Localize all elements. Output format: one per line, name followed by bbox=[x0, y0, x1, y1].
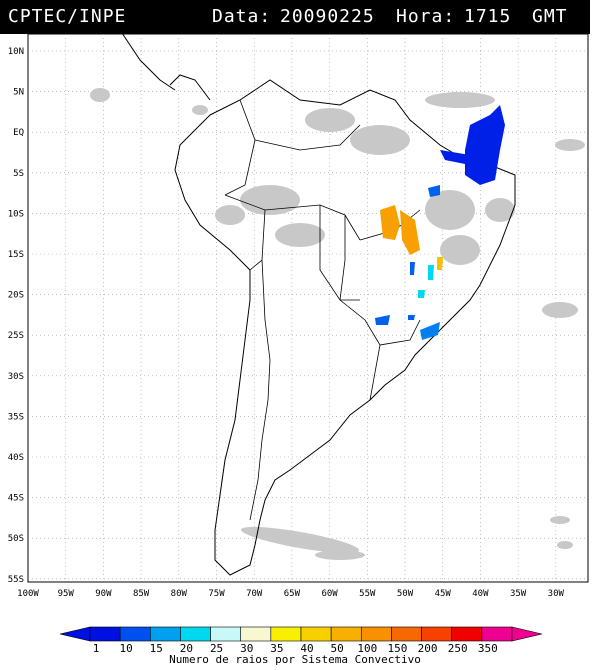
longitude-labels: 100W 95W 90W 85W 80W 75W 70W 65W 60W 55W 50W 45W 40W… bbox=[17, 589, 564, 599]
colorbar-arrow-right bbox=[511, 626, 543, 642]
lat-label: 15S bbox=[8, 250, 24, 260]
lon-label: 85W bbox=[133, 589, 150, 599]
colorbar-cell bbox=[421, 626, 453, 642]
lat-label: 10S bbox=[8, 209, 24, 219]
colorbar-cell bbox=[451, 626, 483, 642]
title-bar: CPTEC/INPE Data: 20090225 Hora: 1715 GMT bbox=[0, 0, 590, 34]
lat-label: 10N bbox=[8, 47, 24, 57]
lat-label: 35S bbox=[8, 412, 24, 422]
colorbar: 1 10 15 20 25 30 35 40 50 100 150 200 250 350 bbox=[59, 626, 543, 654]
lat-lon-grid bbox=[28, 34, 588, 582]
colorbar-cell bbox=[210, 626, 242, 642]
colorbar-cell bbox=[300, 626, 332, 642]
colorbar-tick: 15 bbox=[150, 642, 163, 654]
date-value: 20090225 bbox=[280, 6, 375, 27]
colorbar-arrow-left bbox=[59, 626, 91, 642]
time-label: Hora: bbox=[396, 6, 456, 27]
time-value: 1715 bbox=[464, 6, 512, 27]
lon-label: 65W bbox=[284, 589, 301, 599]
colorbar-tick: 150 bbox=[387, 642, 407, 654]
lat-label: 20S bbox=[8, 291, 24, 301]
colorbar-cell bbox=[270, 626, 302, 642]
colorbar-cell bbox=[149, 626, 181, 642]
lon-label: 35W bbox=[510, 589, 527, 599]
colorbar-tick: 250 bbox=[448, 642, 468, 654]
colorbar-cell bbox=[391, 626, 422, 642]
colorbar-title: Numero de raios por Sistema Convectivo bbox=[169, 653, 421, 666]
lightning-map: 10N5NEQ5S10S15S20S25S30S35S40S45S50S55S … bbox=[8, 34, 589, 599]
lon-label: 70W bbox=[246, 589, 263, 599]
lon-label: 100W bbox=[17, 589, 39, 599]
colorbar-cell bbox=[180, 626, 211, 642]
colorbar-cell bbox=[360, 626, 392, 642]
lat-label: 25S bbox=[8, 331, 24, 341]
lon-label: 90W bbox=[95, 589, 112, 599]
colorbar-tick: 10 bbox=[120, 642, 133, 654]
lat-label: 40S bbox=[8, 453, 24, 463]
colorbar-tick: 25 bbox=[210, 642, 223, 654]
colorbar-tick: 35 bbox=[270, 642, 283, 654]
lon-label: 80W bbox=[171, 589, 188, 599]
lightning-clusters bbox=[375, 105, 505, 340]
colorbar-tick: 30 bbox=[240, 642, 253, 654]
colorbar-tick: 40 bbox=[300, 642, 313, 654]
lon-label: 50W bbox=[397, 589, 414, 599]
lon-label: 45W bbox=[435, 589, 452, 599]
source-label: CPTEC/INPE bbox=[8, 6, 127, 27]
latitude-labels: 10N 5N EQ 5S 10S 15S 20S 25S 30S 35S 40S 45S 50S 55S bbox=[8, 47, 24, 585]
colorbar-tick: 20 bbox=[180, 642, 193, 654]
colorbar-tick: 350 bbox=[478, 642, 498, 654]
colorbar-cell bbox=[330, 626, 362, 642]
lon-label: 55W bbox=[359, 589, 376, 599]
lat-label: 50S bbox=[8, 534, 24, 544]
coastline bbox=[122, 34, 516, 576]
colorbar-tick: 1 bbox=[93, 642, 100, 654]
lon-label: 40W bbox=[472, 589, 489, 599]
lon-label: 30W bbox=[548, 589, 565, 599]
lat-label: 5S bbox=[13, 169, 24, 179]
colorbar-cell bbox=[240, 626, 272, 642]
colorbar-tick: 100 bbox=[357, 642, 377, 654]
date-label: Data: bbox=[212, 6, 272, 27]
lon-label: 75W bbox=[208, 589, 225, 599]
country-borders bbox=[224, 99, 421, 521]
cloud-cover bbox=[90, 88, 585, 560]
colorbar-cell bbox=[481, 626, 513, 642]
colorbar-cell bbox=[89, 626, 121, 642]
lat-label: 45S bbox=[8, 494, 24, 504]
lon-label: 60W bbox=[321, 589, 338, 599]
colorbar-tick: 200 bbox=[418, 642, 438, 654]
colorbar-tick: 50 bbox=[331, 642, 344, 654]
colorbar-cell bbox=[119, 626, 151, 642]
lat-label: EQ bbox=[13, 128, 24, 138]
lat-label: 5N bbox=[13, 88, 24, 98]
lat-label: 55S bbox=[8, 575, 24, 585]
lat-label: 30S bbox=[8, 372, 24, 382]
lon-label: 95W bbox=[58, 589, 75, 599]
timezone-label: GMT bbox=[532, 6, 568, 27]
